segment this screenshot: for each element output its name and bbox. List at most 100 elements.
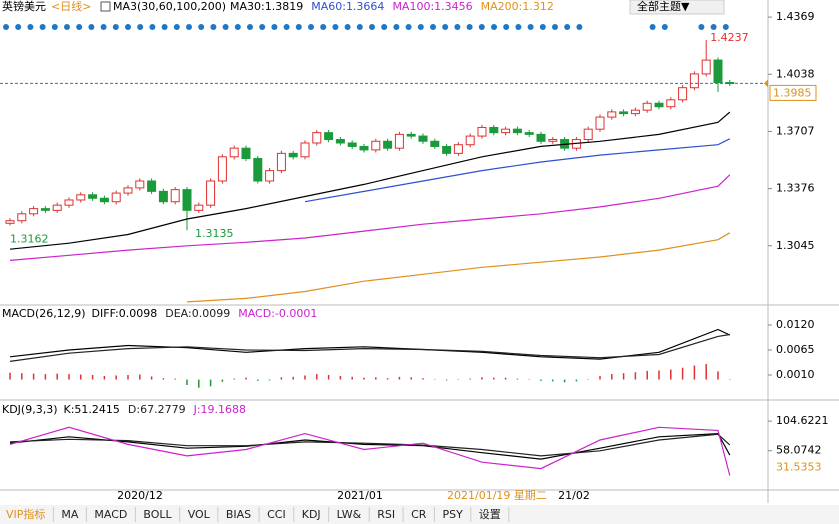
- tab[interactable]: LW&: [337, 508, 362, 521]
- candle-body: [642, 102, 652, 111]
- signal-dot: [527, 24, 534, 30]
- signal-dot: [186, 24, 192, 30]
- signal-dot: [259, 24, 266, 30]
- signal-dot: [661, 24, 668, 30]
- candle-body: [701, 59, 711, 75]
- candle-body: [583, 128, 593, 141]
- series-line: [9, 328, 731, 360]
- panel-title: MACD(26,12,9): [2, 307, 86, 320]
- candle-body: [276, 152, 286, 172]
- candle-body: [5, 220, 15, 224]
- signal-dot: [405, 24, 412, 30]
- tab[interactable]: VOL: [188, 508, 211, 521]
- candle-body: [489, 126, 499, 134]
- signal-dot: [356, 24, 363, 30]
- candle-body: [430, 140, 440, 147]
- signal-dot: [39, 24, 46, 30]
- signal-dot: [454, 24, 461, 30]
- signal-dot: [100, 24, 107, 30]
- theme-button[interactable]: [629, 0, 725, 15]
- signal-dot: [198, 24, 205, 30]
- candle-body: [170, 189, 180, 203]
- candle-body: [123, 187, 133, 194]
- series-line: [304, 138, 731, 203]
- series-line: [9, 111, 731, 250]
- y-tick-label: 58.0742: [776, 444, 822, 457]
- tab[interactable]: VIP指标: [6, 507, 45, 521]
- checkbox-icon[interactable]: [100, 1, 111, 12]
- candle-body: [383, 140, 393, 149]
- signal-dot: [491, 24, 497, 30]
- signal-dot: [442, 24, 449, 30]
- high-annotation: 1.4237: [710, 31, 749, 44]
- candle-body: [300, 142, 310, 158]
- candle-body: [394, 133, 404, 149]
- low-annotation: 1.3162: [10, 233, 49, 246]
- series-line: [9, 433, 731, 457]
- y-tick-label: 0.0065: [776, 343, 815, 356]
- signal-dot: [27, 24, 34, 30]
- candle-body: [666, 99, 676, 108]
- series-line: [9, 174, 731, 261]
- signal-dot: [369, 24, 375, 30]
- candle-body: [64, 199, 74, 206]
- x-axis-label: 2021/01: [337, 489, 383, 502]
- candle-body: [501, 128, 511, 134]
- candle-body: [536, 133, 546, 142]
- tab[interactable]: BOLL: [143, 508, 172, 521]
- signal-dot: [478, 24, 485, 30]
- candle-body: [453, 144, 463, 154]
- signal-dot: [430, 24, 436, 30]
- legend-entry: MA30:1.3819: [230, 0, 303, 13]
- candle-body: [548, 139, 558, 142]
- signal-dot: [393, 24, 400, 30]
- candle-body: [40, 208, 50, 211]
- signal-dot: [76, 24, 83, 30]
- cursor-date: 2021/01/19 星期二: [447, 489, 547, 502]
- series-line: [9, 426, 731, 476]
- y-tick-label: 1.3707: [776, 124, 815, 137]
- signal-dot: [698, 24, 705, 30]
- tab[interactable]: MA: [61, 508, 78, 521]
- symbol: 英镑美元: [2, 0, 46, 13]
- signal-dot: [466, 24, 473, 30]
- signal-dot: [515, 24, 522, 30]
- candle-body: [111, 192, 121, 203]
- tab[interactable]: BIAS: [226, 508, 251, 521]
- tab[interactable]: MACD: [94, 508, 127, 521]
- x-axis-label: 2020/12: [117, 489, 163, 502]
- candle-body: [182, 189, 192, 211]
- legend-entry: MACD:-0.0001: [238, 307, 317, 320]
- candle-body: [406, 133, 416, 137]
- signal-dot: [320, 24, 327, 30]
- signal-dot: [15, 24, 22, 30]
- tab[interactable]: RSI: [377, 508, 395, 521]
- signal-dot: [552, 24, 558, 30]
- candle-body: [99, 197, 109, 203]
- signal-dot: [222, 24, 229, 30]
- candle-body: [135, 180, 145, 189]
- candle-body: [288, 152, 298, 158]
- candle-body: [595, 116, 605, 130]
- tab[interactable]: CR: [411, 508, 427, 521]
- candle-body: [371, 140, 381, 151]
- theme-button-label[interactable]: 全部主题▼: [637, 0, 690, 13]
- candle-body: [524, 132, 534, 135]
- series-line: [186, 232, 731, 303]
- tab[interactable]: KDJ: [302, 508, 321, 521]
- legend-entry: MA200:1.312: [481, 0, 554, 13]
- x-axis-label: 21/02: [558, 489, 590, 502]
- tab[interactable]: 设置: [479, 508, 501, 521]
- signal-dot: [112, 24, 119, 30]
- y-tick-label: 1.3045: [776, 239, 815, 252]
- tab[interactable]: PSY: [442, 508, 463, 521]
- signal-dot: [283, 24, 290, 30]
- y-tick-label: 1.3376: [776, 182, 815, 195]
- candle-body: [206, 180, 216, 206]
- legend-entry: MA100:1.3456: [392, 0, 472, 13]
- y-tick-label: 104.6221: [776, 414, 829, 427]
- period[interactable]: <日线>: [51, 0, 91, 13]
- candle-body: [241, 147, 251, 160]
- tab[interactable]: CCI: [267, 508, 286, 521]
- signal-dot: [722, 24, 729, 30]
